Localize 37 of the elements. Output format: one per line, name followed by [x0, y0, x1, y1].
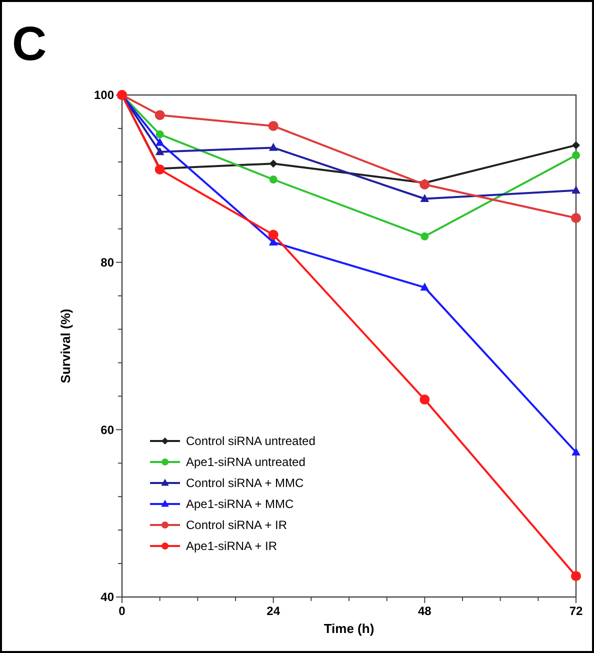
point [269, 176, 278, 184]
y-tick-label: 40 [100, 590, 114, 604]
point [155, 138, 164, 146]
legend-label: Control siRNA + MMC [186, 476, 304, 490]
legend-label: Ape1-siRNA + MMC [186, 497, 294, 512]
chart-title: C [12, 18, 47, 71]
point [420, 232, 429, 240]
x-axis-title: Time (h) [324, 621, 374, 636]
y-tick-label: 80 [100, 256, 114, 270]
point [268, 142, 278, 151]
x-tick-label: 0 [118, 604, 126, 618]
y-tick-label: 100 [94, 88, 114, 102]
point [268, 120, 278, 131]
point [572, 186, 580, 194]
point [571, 571, 581, 582]
legend-label: Ape1-siRNA + IR [186, 539, 278, 554]
x-tick-label: 24 [266, 604, 280, 618]
point [156, 130, 164, 138]
point [420, 394, 430, 405]
x-tick-label: 72 [569, 604, 583, 618]
x-tick-label: 48 [418, 604, 432, 618]
y-axis-title: Survival (%) [58, 308, 73, 384]
point [420, 180, 430, 190]
legend-label: Control siRNA untreated [186, 434, 316, 448]
point [420, 282, 430, 291]
point [155, 147, 164, 156]
y-tick-label: 60 [100, 422, 114, 437]
point [420, 194, 430, 202]
point [269, 160, 278, 168]
point [571, 212, 581, 223]
point [154, 110, 165, 120]
point [268, 230, 278, 240]
legend-label: Control siRNA + IR [186, 518, 288, 532]
legend-label: Ape1-siRNA untreated [186, 455, 306, 470]
point [572, 151, 580, 160]
point [572, 447, 580, 456]
point [572, 141, 580, 150]
